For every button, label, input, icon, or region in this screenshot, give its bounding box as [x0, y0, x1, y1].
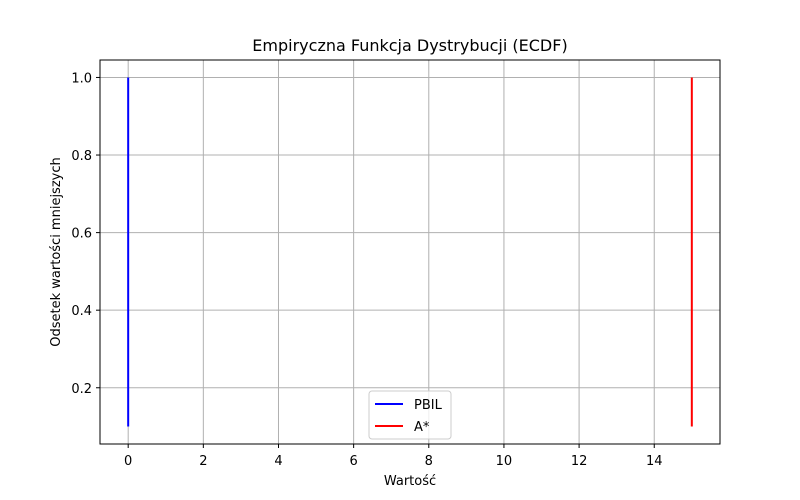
x-tick-label: 2 [199, 454, 207, 469]
chart-title: Empiryczna Funkcja Dystrybucji (ECDF) [252, 36, 567, 55]
plot-area [100, 60, 720, 444]
y-tick-label: 0.4 [71, 304, 92, 319]
legend: PBIL A* [368, 390, 452, 440]
x-tick-label: 8 [425, 454, 433, 469]
y-axis-ticks: 0.2 0.4 0.6 0.8 1.0 [71, 71, 100, 397]
series-lines [127, 77, 693, 427]
y-tick-label: 0.8 [71, 149, 92, 164]
grid-lines [100, 60, 720, 444]
plot-frame [99, 59, 721, 445]
x-axis-ticks: 0 2 4 6 8 10 12 14 [124, 444, 663, 469]
legend-label-a-star: A* [414, 420, 430, 435]
y-tick-label: 0.6 [71, 227, 92, 242]
y-tick-label: 1.0 [71, 71, 92, 86]
x-tick-label: 4 [274, 454, 282, 469]
x-tick-label: 14 [646, 454, 663, 469]
x-tick-label: 12 [571, 454, 588, 469]
legend-label-pbil: PBIL [414, 398, 443, 413]
x-tick-label: 0 [124, 454, 132, 469]
y-tick-label: 0.2 [71, 382, 92, 397]
y-axis-label: Odsetek wartości mniejszych [49, 157, 64, 346]
x-tick-label: 10 [496, 454, 513, 469]
x-axis-label: Wartość [384, 474, 436, 489]
x-tick-label: 6 [349, 454, 357, 469]
